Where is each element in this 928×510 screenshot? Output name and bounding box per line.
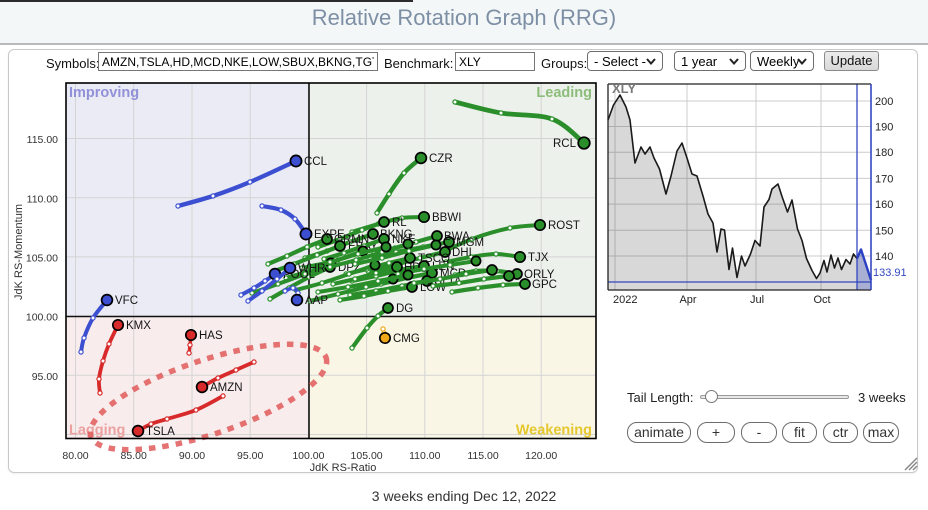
svg-text:110.00: 110.00	[409, 450, 440, 462]
svg-text:115.00: 115.00	[27, 134, 58, 146]
svg-text:100.00: 100.00	[26, 312, 58, 324]
svg-text:JdK RS-Momentum: JdK RS-Momentum	[13, 204, 25, 300]
svg-text:TSLA: TSLA	[146, 426, 175, 438]
svg-text:RL: RL	[392, 217, 407, 229]
svg-text:190: 190	[875, 122, 893, 134]
svg-text:XLY: XLY	[612, 81, 636, 96]
svg-text:ORLY: ORLY	[524, 269, 555, 281]
svg-text:Lagging: Lagging	[69, 423, 125, 439]
svg-text:CCL: CCL	[304, 156, 328, 168]
svg-text:2022: 2022	[613, 294, 637, 306]
svg-text:150: 150	[875, 225, 893, 237]
svg-text:160: 160	[875, 199, 893, 211]
svg-text:GPC: GPC	[532, 279, 557, 291]
svg-text:WHR: WHR	[298, 263, 325, 275]
svg-text:BWA: BWA	[444, 231, 470, 243]
svg-text:CZR: CZR	[429, 153, 453, 165]
svg-text:170: 170	[875, 173, 893, 185]
svg-text:133.91: 133.91	[873, 267, 907, 279]
svg-text:KMX: KMX	[126, 320, 151, 332]
svg-text:105.00: 105.00	[351, 450, 383, 462]
svg-text:VFC: VFC	[115, 295, 138, 307]
svg-text:BBWI: BBWI	[432, 212, 461, 224]
svg-text:HAS: HAS	[199, 330, 223, 342]
svg-text:Apr: Apr	[679, 294, 696, 306]
svg-text:95.00: 95.00	[237, 450, 263, 462]
svg-text:140: 140	[875, 251, 893, 263]
svg-text:TJX: TJX	[528, 252, 549, 264]
svg-text:Jul: Jul	[750, 294, 764, 306]
svg-text:JdK RS-Ratio: JdK RS-Ratio	[310, 462, 377, 474]
svg-text:105.00: 105.00	[26, 253, 58, 265]
svg-text:Leading: Leading	[536, 85, 592, 101]
svg-text:MGM: MGM	[456, 237, 484, 249]
svg-text:100.00: 100.00	[292, 450, 324, 462]
svg-text:80.00: 80.00	[62, 450, 88, 462]
svg-text:ROST: ROST	[548, 220, 580, 232]
svg-text:DG: DG	[396, 303, 413, 315]
svg-text:Oct: Oct	[813, 294, 830, 306]
svg-text:120.00: 120.00	[525, 450, 557, 462]
svg-text:DHI: DHI	[452, 247, 472, 259]
svg-text:95.00: 95.00	[32, 371, 58, 383]
svg-text:AAP: AAP	[305, 295, 328, 307]
svg-text:Improving: Improving	[69, 85, 139, 101]
svg-text:RCL: RCL	[553, 138, 577, 150]
svg-text:AMZN: AMZN	[210, 382, 243, 394]
svg-text:200: 200	[875, 96, 893, 108]
svg-text:EXPE: EXPE	[314, 229, 345, 241]
svg-text:180: 180	[875, 147, 893, 159]
svg-text:85.00: 85.00	[121, 450, 147, 462]
svg-text:CMG: CMG	[393, 333, 420, 345]
svg-text:90.00: 90.00	[179, 450, 205, 462]
svg-text:TSCO: TSCO	[418, 253, 450, 265]
svg-text:115.00: 115.00	[467, 450, 498, 462]
svg-text:110.00: 110.00	[27, 193, 58, 205]
svg-text:Weakening: Weakening	[516, 423, 592, 439]
